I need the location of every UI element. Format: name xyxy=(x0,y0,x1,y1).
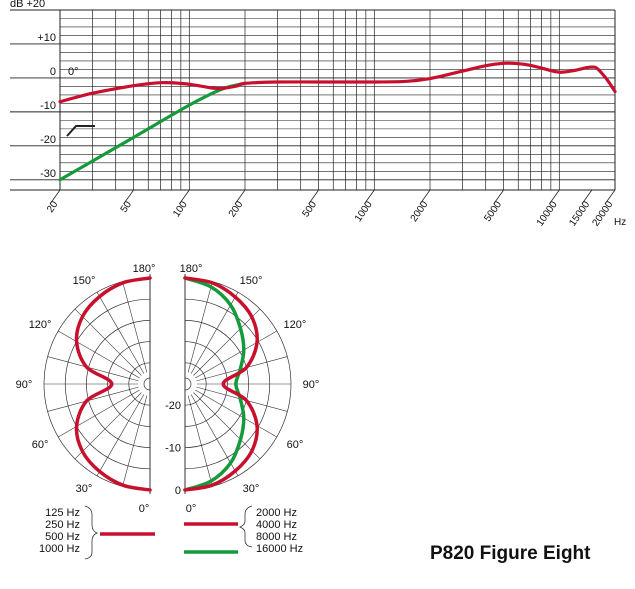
polar-spoke xyxy=(122,395,148,487)
polar-angle-label: 120° xyxy=(284,319,307,331)
x-tick-mark xyxy=(548,189,560,205)
polar-angle-label: 0° xyxy=(186,503,197,515)
x-tick-label: 10000 xyxy=(535,199,560,228)
legend-freq-label: 500 Hz xyxy=(45,531,80,543)
polar-angle-label: 90° xyxy=(16,379,33,391)
x-tick-label: 20 xyxy=(45,199,61,215)
legend-brace xyxy=(238,505,253,548)
polar-radial-label: 0 xyxy=(175,485,181,497)
x-tick-label: 20000 xyxy=(590,199,615,228)
x-tick-label: 200 xyxy=(227,199,246,219)
legend-freq-label: 8000 Hz xyxy=(256,531,297,543)
filter-symbol-icon xyxy=(66,125,95,137)
polar-radial-label: -10 xyxy=(165,443,181,455)
x-tick-mark xyxy=(234,189,246,205)
legend-freq-label: 250 Hz xyxy=(45,519,80,531)
polar-angle-label: 150° xyxy=(240,275,263,287)
y-tick-label: dB +20 xyxy=(10,0,45,10)
y-tick-label: 0 xyxy=(50,66,56,78)
polar-angle-label: 60° xyxy=(287,439,304,451)
red-response-curve xyxy=(58,61,617,104)
polar-spoke xyxy=(187,395,213,487)
x-tick-mark xyxy=(308,189,319,205)
polar-green-curve xyxy=(183,276,246,492)
y-tick-label: -20 xyxy=(40,134,56,146)
x-tick-mark xyxy=(178,189,190,205)
x-tick-label: 5000 xyxy=(482,199,504,224)
polar-red-curve xyxy=(74,276,152,492)
polar-angle-label: 180° xyxy=(180,263,203,275)
x-tick-mark xyxy=(493,189,504,205)
angle-label: 0° xyxy=(68,66,79,78)
polar-spoke xyxy=(47,356,139,382)
polar-spoke xyxy=(58,389,140,438)
y-tick-label: +10 xyxy=(37,32,56,44)
polar-angle-label: 120° xyxy=(29,319,52,331)
polar-red-curve xyxy=(183,276,259,492)
polar-center xyxy=(184,377,192,391)
polar-angle-label: 60° xyxy=(32,439,49,451)
polar-spoke xyxy=(74,308,142,376)
polar-spoke xyxy=(74,392,142,460)
polar-spoke xyxy=(195,330,277,379)
legend-freq-label: 16000 Hz xyxy=(256,543,303,555)
x-axis-unit: Hz xyxy=(614,217,626,228)
polar-spoke xyxy=(187,281,213,373)
x-tick-mark xyxy=(363,189,375,205)
polar-center xyxy=(143,377,151,391)
x-tick-label: 1000 xyxy=(353,199,375,224)
x-tick-mark xyxy=(123,189,134,205)
x-tick-mark xyxy=(604,189,616,205)
green-response-curve xyxy=(58,81,247,182)
polar-spoke xyxy=(195,389,277,438)
polar-angle-label: 30° xyxy=(76,483,93,495)
x-tick-mark xyxy=(581,189,593,205)
x-tick-label: 15000 xyxy=(567,199,592,228)
x-tick-mark xyxy=(49,189,61,205)
polar-spoke xyxy=(96,394,145,476)
x-tick-label: 50 xyxy=(119,199,135,215)
polar-angle-label: 180° xyxy=(133,263,156,275)
polar-spoke xyxy=(96,292,145,374)
legend-freq-label: 4000 Hz xyxy=(256,519,297,531)
polar-spoke xyxy=(58,330,140,379)
y-tick-label: -10 xyxy=(40,100,56,112)
polar-spoke xyxy=(193,392,261,460)
x-tick-label: 500 xyxy=(300,199,319,219)
polar-angle-label: 30° xyxy=(243,483,260,495)
x-tick-mark xyxy=(419,189,431,205)
polar-angle-label: 0° xyxy=(139,503,150,515)
frequency-response-chart: dB +20 +10 0 -10 -20 -30 20 50 100 200 500 1000 2000… xyxy=(10,0,626,229)
legend-freq-label: 2000 Hz xyxy=(256,507,297,519)
polar-angle-label: 90° xyxy=(303,379,320,391)
polar-spoke xyxy=(47,386,139,412)
legend-brace xyxy=(84,505,99,560)
polar-radial-label: -20 xyxy=(165,400,181,412)
model-title: P820 Figure Eight xyxy=(430,543,591,564)
polar-angle-label: 150° xyxy=(73,275,96,287)
legend-freq-label: 1000 Hz xyxy=(39,543,80,555)
legend-freq-label: 125 Hz xyxy=(45,507,80,519)
polar-spoke xyxy=(193,308,261,376)
y-tick-label: -30 xyxy=(40,168,56,180)
polar-pattern-chart: 180° 180° 150° 150° 120° 120° 90° 90° 60° 60° 30° 3… xyxy=(16,263,320,515)
x-tick-label: 2000 xyxy=(409,199,431,224)
polar-spoke xyxy=(122,281,148,373)
x-tick-label: 100 xyxy=(171,199,190,219)
